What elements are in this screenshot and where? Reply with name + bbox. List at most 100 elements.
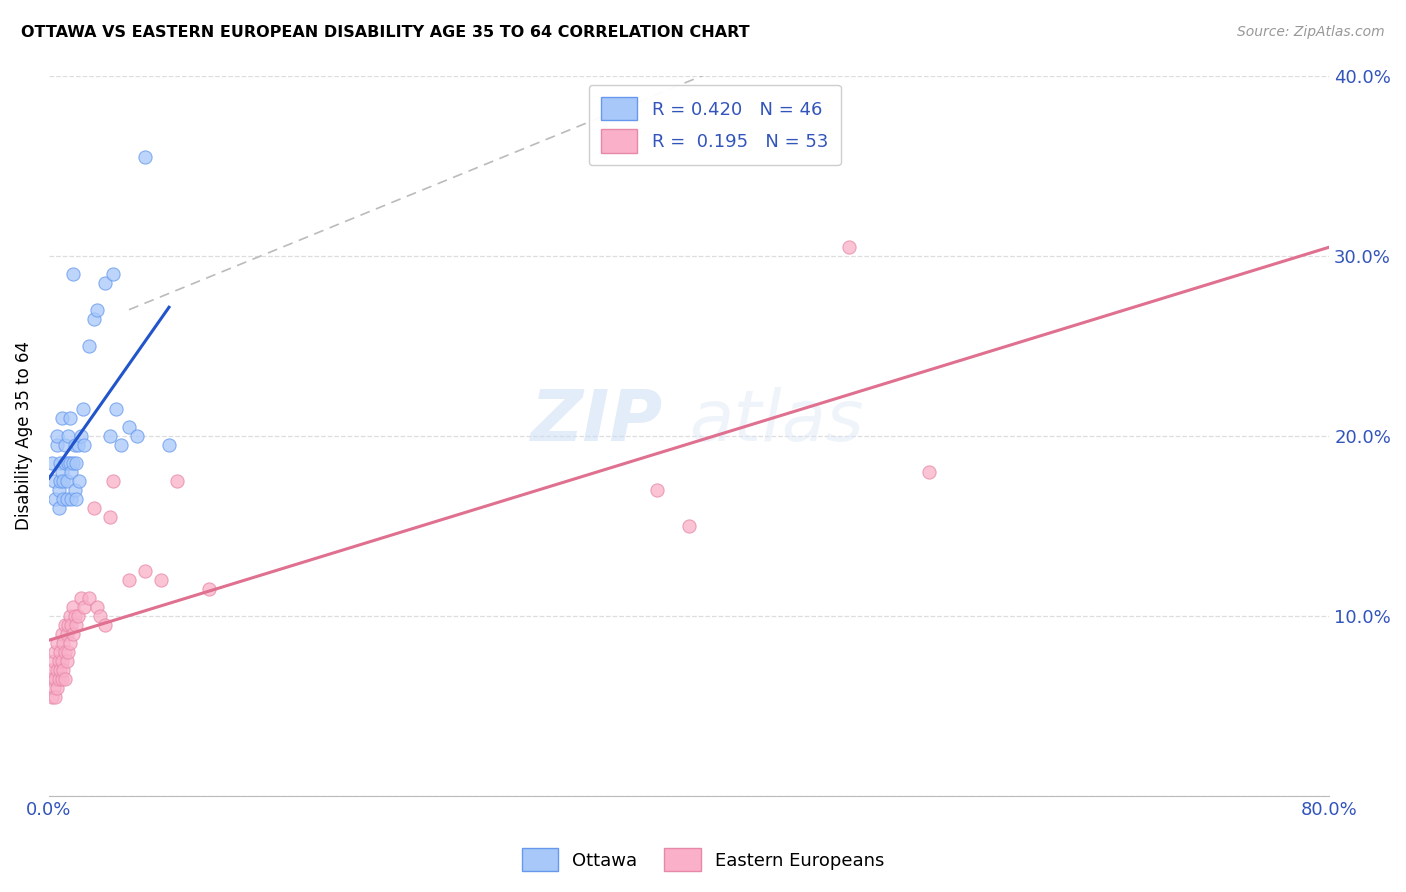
- Point: [55, 654, 77, 668]
- Point: [49, 645, 72, 659]
- Point: [48, 500, 70, 515]
- Point: [44, 672, 66, 686]
- Point: [134, 150, 156, 164]
- Point: [118, 420, 141, 434]
- Point: [89, 609, 111, 624]
- Point: [105, 401, 128, 416]
- Point: [98, 509, 121, 524]
- Point: [60, 618, 83, 632]
- Point: [838, 240, 860, 254]
- Point: [46, 438, 69, 452]
- Point: [67, 474, 90, 488]
- Point: [55, 627, 77, 641]
- Point: [46, 636, 69, 650]
- Point: [48, 654, 70, 668]
- Point: [51, 410, 73, 425]
- Point: [77, 339, 100, 353]
- Text: Source: ZipAtlas.com: Source: ZipAtlas.com: [1237, 25, 1385, 39]
- Point: [62, 456, 84, 470]
- Point: [51, 654, 73, 668]
- Point: [65, 618, 87, 632]
- Text: atlas: atlas: [689, 387, 863, 456]
- Point: [44, 491, 66, 506]
- Point: [72, 401, 94, 416]
- Point: [53, 618, 76, 632]
- Point: [59, 636, 82, 650]
- Point: [63, 483, 86, 497]
- Point: [101, 474, 124, 488]
- Point: [63, 609, 86, 624]
- Point: [52, 474, 75, 488]
- Point: [52, 636, 75, 650]
- Point: [41, 456, 63, 470]
- Point: [48, 672, 70, 686]
- Point: [59, 410, 82, 425]
- Point: [70, 429, 93, 443]
- Point: [86, 599, 108, 614]
- Y-axis label: Disability Age 35 to 64: Disability Age 35 to 64: [15, 342, 32, 531]
- Point: [42, 474, 65, 488]
- Point: [52, 663, 75, 677]
- Point: [56, 645, 79, 659]
- Point: [48, 483, 70, 497]
- Point: [56, 429, 79, 443]
- Point: [166, 474, 188, 488]
- Point: [62, 599, 84, 614]
- Point: [53, 672, 76, 686]
- Point: [59, 456, 82, 470]
- Point: [46, 663, 69, 677]
- Point: [42, 681, 65, 695]
- Point: [62, 267, 84, 281]
- Text: OTTAWA VS EASTERN EUROPEAN DISABILITY AGE 35 TO 64 CORRELATION CHART: OTTAWA VS EASTERN EUROPEAN DISABILITY AG…: [21, 25, 749, 40]
- Point: [49, 663, 72, 677]
- Legend: Ottawa, Eastern Europeans: Ottawa, Eastern Europeans: [515, 841, 891, 879]
- Point: [110, 438, 132, 452]
- Legend: R = 0.420   N = 46, R =  0.195   N = 53: R = 0.420 N = 46, R = 0.195 N = 53: [589, 85, 841, 165]
- Point: [134, 564, 156, 578]
- Point: [41, 690, 63, 704]
- Point: [86, 302, 108, 317]
- Point: [51, 627, 73, 641]
- Point: [46, 429, 69, 443]
- Point: [94, 276, 117, 290]
- Point: [53, 645, 76, 659]
- Point: [49, 474, 72, 488]
- Point: [60, 465, 83, 479]
- Point: [83, 311, 105, 326]
- Point: [51, 672, 73, 686]
- Point: [51, 465, 73, 479]
- Point: [41, 672, 63, 686]
- Point: [46, 681, 69, 695]
- Point: [157, 438, 180, 452]
- Point: [83, 500, 105, 515]
- Point: [65, 456, 87, 470]
- Point: [70, 591, 93, 605]
- Point: [44, 645, 66, 659]
- Point: [39, 663, 62, 677]
- Text: ZIP: ZIP: [531, 387, 664, 456]
- Point: [52, 491, 75, 506]
- Point: [918, 465, 941, 479]
- Point: [118, 573, 141, 587]
- Point: [66, 609, 89, 624]
- Point: [49, 456, 72, 470]
- Point: [42, 654, 65, 668]
- Point: [56, 456, 79, 470]
- Point: [77, 591, 100, 605]
- Point: [63, 438, 86, 452]
- Point: [94, 618, 117, 632]
- Point: [198, 582, 221, 596]
- Point: [55, 491, 77, 506]
- Point: [125, 429, 148, 443]
- Point: [66, 438, 89, 452]
- Point: [53, 438, 76, 452]
- Point: [56, 618, 79, 632]
- Point: [59, 609, 82, 624]
- Point: [73, 438, 96, 452]
- Point: [101, 267, 124, 281]
- Point: [98, 429, 121, 443]
- Point: [678, 519, 700, 533]
- Point: [73, 599, 96, 614]
- Point: [62, 627, 84, 641]
- Point: [53, 456, 76, 470]
